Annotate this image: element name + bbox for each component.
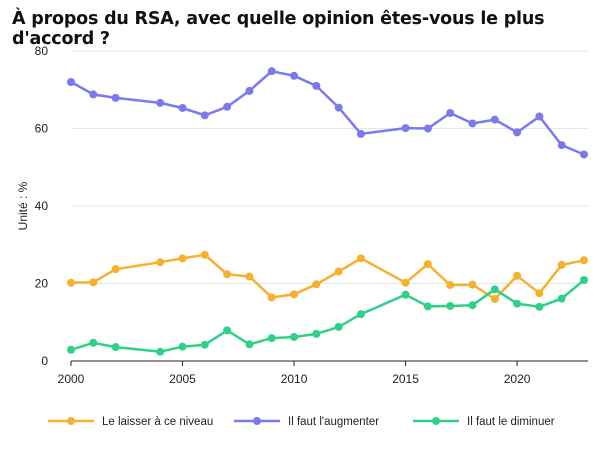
data-point <box>89 278 98 287</box>
legend: Le laisser à ce niveau Il faut l'augmente… <box>48 416 555 428</box>
legend-item-0: Le laisser à ce niveau <box>48 416 213 428</box>
data-point <box>535 289 544 298</box>
data-point <box>223 102 232 111</box>
legend-swatch-marker <box>67 417 75 425</box>
data-point <box>513 271 522 280</box>
legend-label: Il faut l'augmenter <box>288 416 379 428</box>
data-point <box>156 98 165 107</box>
data-point <box>513 128 522 137</box>
data-point <box>535 112 544 121</box>
data-point <box>200 340 209 349</box>
data-point <box>580 256 588 265</box>
x-axis: 2000 2005 2010 2015 2020 <box>58 360 588 386</box>
data-point <box>401 278 410 287</box>
data-point <box>111 343 120 352</box>
data-point <box>356 254 365 263</box>
data-point <box>178 342 187 351</box>
data-point <box>111 265 120 274</box>
x-tick-label: 2005 <box>169 372 196 386</box>
data-point <box>89 90 98 99</box>
legend-label: Il faut le diminuer <box>467 416 555 428</box>
data-point <box>245 86 254 95</box>
series-1 <box>67 67 588 159</box>
data-point <box>156 258 165 267</box>
data-point <box>490 115 499 124</box>
data-point <box>89 338 98 347</box>
legend-swatch-marker <box>253 417 261 425</box>
data-point <box>446 109 455 117</box>
x-tick-label: 2015 <box>392 372 419 386</box>
x-tick-label: 2020 <box>504 372 531 386</box>
data-point <box>290 332 299 341</box>
data-point <box>312 329 321 338</box>
data-point <box>334 103 343 112</box>
y-tick-label: 0 <box>41 354 48 368</box>
data-point <box>67 278 75 287</box>
series-0 <box>67 250 588 303</box>
series-group <box>67 67 588 356</box>
data-point <box>267 67 276 76</box>
data-point <box>334 322 343 331</box>
data-point <box>334 267 343 276</box>
data-point <box>490 295 499 303</box>
chart-title: À propos du RSA, avec quelle opinion ête… <box>12 9 545 49</box>
data-point <box>401 290 410 299</box>
data-point <box>468 119 477 128</box>
data-point <box>290 290 299 299</box>
data-point <box>312 81 321 90</box>
data-point <box>423 302 432 311</box>
series-line <box>69 278 586 353</box>
data-point <box>580 150 588 159</box>
data-point <box>446 281 455 290</box>
data-point <box>580 276 588 285</box>
data-point <box>267 293 276 302</box>
legend-item-2: Il faut le diminuer <box>413 416 555 428</box>
x-tick-label: 2010 <box>281 372 308 386</box>
data-point <box>67 345 75 354</box>
data-point <box>490 285 499 294</box>
data-point <box>468 301 477 310</box>
data-point <box>245 340 254 349</box>
y-tick-label: 80 <box>35 44 49 58</box>
series-line <box>69 253 586 301</box>
data-point <box>423 260 432 269</box>
x-tick-label: 2000 <box>58 372 85 386</box>
legend-label: Le laisser à ce niveau <box>102 416 213 428</box>
data-point <box>446 301 455 310</box>
data-point <box>557 260 566 269</box>
data-point <box>401 124 410 133</box>
data-point <box>312 280 321 289</box>
series-2 <box>67 276 588 356</box>
data-point <box>356 310 365 319</box>
data-point <box>468 280 477 289</box>
data-point <box>557 294 566 303</box>
data-point <box>178 103 187 112</box>
grid-lines <box>71 50 588 284</box>
data-point <box>423 124 432 133</box>
legend-item-1: Il faut l'augmenter <box>234 416 379 428</box>
data-point <box>111 93 120 102</box>
series-line <box>69 69 586 156</box>
data-point <box>557 141 566 150</box>
y-tick-label: 20 <box>35 277 49 291</box>
data-point <box>156 347 165 356</box>
data-point <box>535 302 544 311</box>
data-point <box>200 250 209 259</box>
data-point <box>200 111 209 120</box>
legend-swatch-marker <box>432 417 440 425</box>
data-point <box>223 326 232 335</box>
y-tick-label: 40 <box>35 199 49 213</box>
data-point <box>513 299 522 308</box>
data-point <box>67 78 75 86</box>
y-axis-ticks: 0 20 40 60 80 <box>35 44 49 368</box>
data-point <box>178 254 187 263</box>
data-point <box>223 270 232 279</box>
y-axis-label: Unité : % <box>16 181 30 230</box>
data-point <box>267 334 276 343</box>
data-point <box>356 129 365 138</box>
data-point <box>290 71 299 80</box>
data-point <box>245 272 254 281</box>
y-tick-label: 60 <box>35 122 49 136</box>
